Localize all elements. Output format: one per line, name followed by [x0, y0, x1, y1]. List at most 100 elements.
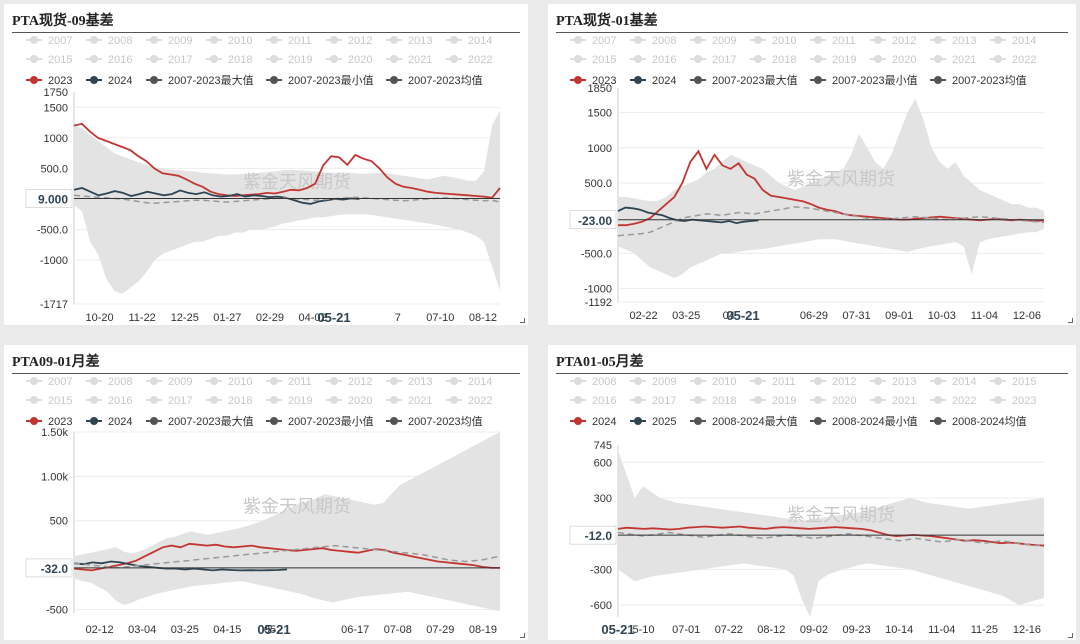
- resize-handle[interactable]: [520, 318, 525, 323]
- x-tick-label: 07-29: [426, 624, 454, 636]
- legend-label: 2022: [1012, 54, 1036, 66]
- legend-label: 2009: [168, 376, 192, 388]
- legend-marker: [994, 396, 1002, 404]
- legend-marker: [270, 36, 278, 44]
- legend-label: 2022: [952, 395, 976, 407]
- reference-label-box: [569, 525, 617, 545]
- legend-marker: [330, 396, 338, 404]
- legend-item-main: 2024: [86, 416, 132, 428]
- legend-item-2009: 2009: [690, 35, 736, 47]
- legend-item-main: 2025: [630, 416, 676, 428]
- legend-marker: [30, 36, 38, 44]
- legend-label: 2013: [892, 376, 916, 388]
- x-tick-label: 07-08: [384, 624, 412, 636]
- legend-marker: [450, 377, 458, 385]
- series-line-2007-2023均值: [617, 206, 1045, 237]
- legend-item-2012: 2012: [870, 35, 916, 47]
- legend-label: 2007-2023最大值: [168, 414, 254, 428]
- legend-marker: [30, 396, 38, 404]
- legend-marker: [754, 377, 762, 385]
- legend-item-main: 2007-2023均值: [386, 415, 483, 428]
- y-tick-label: 1.50k: [41, 427, 68, 439]
- legend-item-main: 2023: [26, 416, 72, 428]
- legend-item-2014: 2014: [990, 35, 1036, 47]
- legend-item-2013: 2013: [870, 376, 916, 388]
- legend-label: 2023: [1012, 395, 1036, 407]
- legend-item-2023: 2023: [990, 395, 1036, 407]
- x-tick-label: 11-25: [971, 624, 998, 636]
- legend-marker: [634, 55, 642, 63]
- legend-label: 2024: [592, 416, 616, 428]
- legend-item-2022: 2022: [446, 395, 492, 407]
- legend-item-main: 2007-2023最大值: [146, 73, 254, 87]
- legend-marker: [150, 36, 158, 44]
- x-tick-label: 05: [264, 624, 276, 636]
- legend-label: 2012: [832, 376, 856, 388]
- y-tick-label: 1.00k: [41, 471, 68, 483]
- legend-marker: [874, 377, 882, 385]
- legend-label: 2008: [108, 376, 132, 388]
- legend-label: 2014: [1012, 35, 1036, 47]
- legend-label: 2007: [592, 35, 616, 47]
- legend-item-2013: 2013: [930, 35, 976, 47]
- legend-item-2020: 2020: [870, 54, 916, 66]
- series-line-2024: [73, 187, 360, 205]
- legend-marker: [814, 55, 822, 63]
- legend-marker: [814, 36, 822, 44]
- legend-item-2017: 2017: [146, 54, 192, 66]
- legend-label: 2024: [652, 75, 676, 87]
- legend-marker: [270, 396, 278, 404]
- reference-label: 9.000: [38, 192, 68, 206]
- legend-label: 2020: [832, 395, 856, 407]
- resize-handle[interactable]: [1068, 633, 1073, 638]
- legend-label: 2007-2023最小值: [288, 415, 374, 428]
- series-line-2024: [617, 525, 1045, 547]
- legend-item-2020: 2020: [326, 395, 372, 407]
- chart-panel-2: PTA现货-01基差 2007 2008 2009 2010 2011 2012 2013 2…: [548, 4, 1076, 325]
- reference-label: -23.00: [578, 214, 612, 228]
- legend-marker: [450, 36, 458, 44]
- legend-label: 2018: [228, 395, 252, 407]
- current-date-label: 05-21: [726, 308, 759, 323]
- legend-label: 2024: [108, 75, 132, 87]
- y-tick-label: -500: [46, 604, 68, 616]
- legend-label: 2011: [772, 376, 796, 388]
- legend-label: 2019: [832, 54, 856, 66]
- y-axis-max-label: 1750: [44, 87, 68, 99]
- resize-handle[interactable]: [520, 633, 525, 638]
- legend-item-main: 2023: [570, 75, 616, 87]
- legend-marker: [934, 377, 942, 385]
- watermark: 紫金天风期货: [243, 497, 351, 517]
- legend-marker: [90, 55, 98, 63]
- legend-label: 2021: [892, 395, 916, 407]
- legend-item-2018: 2018: [690, 395, 736, 407]
- legend-label: 2007-2023均值: [952, 74, 1027, 87]
- y-tick-label: 1500: [44, 102, 68, 114]
- current-date-label: 05-21: [257, 622, 290, 637]
- legend-label: 2008-2024最小值: [832, 415, 918, 428]
- legend-item-main: 2007-2023最小值: [266, 74, 374, 87]
- x-tick-label: 07-22: [715, 624, 743, 636]
- legend-item-2019: 2019: [750, 395, 796, 407]
- x-tick-label: 02-29: [256, 312, 284, 324]
- legend-label: 2017: [168, 54, 192, 66]
- legend-label: 2009: [652, 376, 676, 388]
- legend-label: 2007-2023最小值: [288, 74, 374, 87]
- legend-label: 2016: [108, 54, 132, 66]
- legend-item-2022: 2022: [446, 54, 492, 66]
- legend-marker: [90, 396, 98, 404]
- watermark: 紫金天风期货: [243, 172, 351, 192]
- title-rule: [556, 373, 1068, 374]
- legend-marker: [634, 377, 642, 385]
- resize-handle[interactable]: [1068, 318, 1073, 323]
- chart-title: PTA09-01月差: [12, 355, 100, 370]
- legend-label: 2008-2024最大值: [712, 414, 798, 428]
- legend-item-2014: 2014: [930, 376, 976, 388]
- legend-item-2017: 2017: [146, 395, 192, 407]
- y-axis-max-label: 1850: [588, 83, 612, 95]
- legend-item-2018: 2018: [750, 54, 796, 66]
- legend-item-2008: 2008: [630, 35, 676, 47]
- x-tick-label: 10-03: [928, 310, 956, 322]
- reference-label: -32.0: [41, 562, 69, 576]
- legend-label: 2016: [652, 54, 676, 66]
